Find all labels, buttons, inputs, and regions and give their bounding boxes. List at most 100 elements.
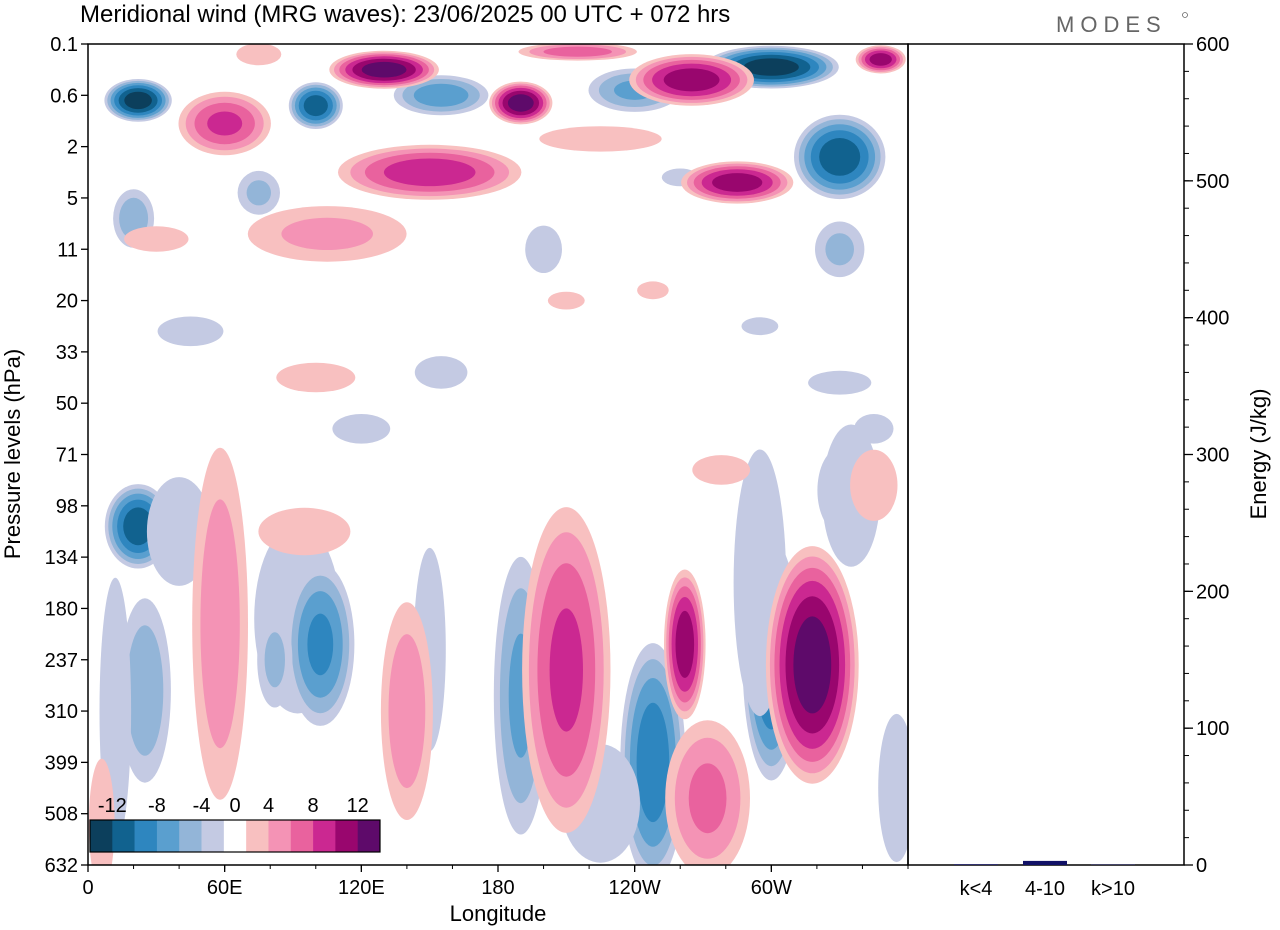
contour-band bbox=[388, 634, 426, 789]
contour-band bbox=[549, 608, 583, 732]
y-axis-label: Pressure levels (hPa) bbox=[0, 349, 25, 559]
contour-band bbox=[543, 46, 612, 57]
x-tick-label: 120W bbox=[609, 877, 661, 899]
heatmap-contours bbox=[88, 44, 908, 865]
contour-band bbox=[361, 61, 407, 78]
contour-band bbox=[743, 58, 799, 76]
contour-blob bbox=[664, 569, 706, 720]
contour-band bbox=[825, 233, 854, 266]
y-tick-label: 180 bbox=[45, 598, 78, 620]
contour-blob bbox=[393, 75, 489, 116]
contour-band bbox=[307, 613, 334, 676]
contour-blob bbox=[878, 713, 908, 863]
x-axis-ticks: 0 60E 120E 180 120W 60W bbox=[82, 865, 909, 899]
contour-blob bbox=[489, 81, 553, 125]
contour-band bbox=[525, 225, 562, 273]
contour-band bbox=[236, 44, 282, 66]
contour-band bbox=[869, 53, 892, 66]
colorbar-swatch bbox=[223, 820, 247, 852]
bar-y-tick-label: 500 bbox=[1196, 171, 1229, 193]
contour-blob bbox=[332, 414, 391, 444]
contour-blob bbox=[808, 370, 872, 395]
contour-band bbox=[878, 713, 908, 863]
contour-band bbox=[793, 616, 832, 714]
contour-blob bbox=[157, 316, 224, 347]
contour-blob bbox=[192, 447, 249, 800]
contour-blob bbox=[257, 612, 293, 708]
y-axis-ticks: 0.1 0.6 2 5 11 20 33 50 71 98 134 180 237 310 399 508 63… bbox=[45, 34, 88, 877]
bar-category-label: 4-10 bbox=[1025, 878, 1065, 900]
contour-band bbox=[123, 507, 153, 546]
energy-bars bbox=[954, 860, 1135, 865]
contour-band bbox=[303, 95, 328, 117]
energy-bar bbox=[954, 864, 998, 865]
y-tick-label: 33 bbox=[56, 342, 78, 364]
contour-blob bbox=[237, 170, 280, 215]
y-tick-label: 310 bbox=[45, 701, 78, 723]
contour-band bbox=[808, 370, 872, 395]
contour-band bbox=[200, 499, 240, 749]
colorbar-swatch bbox=[201, 820, 225, 852]
y-tick-label: 508 bbox=[45, 804, 78, 826]
y-tick-label: 0.1 bbox=[50, 34, 78, 56]
registered-icon bbox=[1182, 12, 1188, 18]
colorbar-swatch bbox=[134, 820, 158, 852]
contour-band bbox=[712, 173, 763, 192]
y-tick-label: 98 bbox=[56, 496, 78, 518]
colorbar-swatch bbox=[179, 820, 202, 852]
colorbar-swatch bbox=[112, 820, 135, 852]
y-tick-label: 50 bbox=[56, 393, 78, 415]
y-tick-label: 5 bbox=[67, 188, 78, 210]
bar-y-ticks: 0 100 200 300 400 500 600 bbox=[1184, 34, 1229, 877]
colorbar-label: 0 bbox=[229, 795, 240, 817]
contour-blob bbox=[338, 144, 522, 200]
colorbar-swatch bbox=[156, 820, 180, 852]
contour-band bbox=[126, 625, 164, 756]
contour-blob bbox=[794, 114, 886, 200]
contour-blob bbox=[124, 226, 189, 252]
colorbar-swatch bbox=[357, 820, 381, 852]
y-tick-label: 632 bbox=[45, 855, 78, 877]
contour-blob bbox=[765, 546, 859, 784]
energy-bar-panel: k<4 4-10 k>10 0 100 200 300 400 500 600 bbox=[907, 34, 1229, 900]
contour-band bbox=[246, 180, 271, 206]
contour-band bbox=[258, 507, 351, 556]
contour-blob bbox=[329, 50, 439, 89]
energy-bar bbox=[1023, 860, 1067, 865]
bar-y-tick-label: 0 bbox=[1196, 855, 1207, 877]
y-tick-label: 134 bbox=[45, 547, 78, 569]
colorbar-swatch bbox=[246, 820, 269, 852]
contour-blob bbox=[692, 455, 751, 485]
contour-blob bbox=[258, 507, 351, 556]
contour-blob bbox=[815, 221, 865, 278]
bar-y-tick-label: 100 bbox=[1196, 718, 1229, 740]
colorbar-swatch bbox=[313, 820, 336, 852]
x-axis-label: Longitude bbox=[450, 901, 547, 926]
modes-logo-text: MODES bbox=[1056, 12, 1167, 37]
x-tick-label: 0 bbox=[82, 877, 93, 899]
contour-blob bbox=[547, 291, 585, 310]
colorbar-swatch bbox=[90, 820, 113, 852]
contour-band bbox=[692, 455, 751, 485]
contour-blob bbox=[637, 281, 669, 300]
y-tick-label: 71 bbox=[56, 445, 78, 467]
contour-band bbox=[850, 449, 898, 521]
colorbar-label: -8 bbox=[148, 795, 166, 817]
contour-band bbox=[124, 91, 152, 110]
contour-blob bbox=[665, 720, 750, 865]
contour-blob bbox=[525, 225, 562, 273]
contour-band bbox=[688, 763, 727, 834]
contour-band bbox=[675, 610, 695, 678]
contour-band bbox=[413, 83, 469, 107]
colorbar-label: -12 bbox=[98, 795, 127, 817]
contour-blob bbox=[741, 317, 779, 336]
chart-title: Meridional wind (MRG waves): 23/06/2025 … bbox=[80, 1, 730, 28]
bar-y-tick-label: 200 bbox=[1196, 581, 1229, 603]
contour-band bbox=[207, 111, 243, 136]
y-tick-label: 2 bbox=[67, 137, 78, 159]
contour-band bbox=[264, 632, 285, 688]
contour-blob bbox=[850, 449, 898, 521]
colorbar-label: -4 bbox=[193, 795, 211, 817]
contour-band bbox=[636, 702, 670, 823]
